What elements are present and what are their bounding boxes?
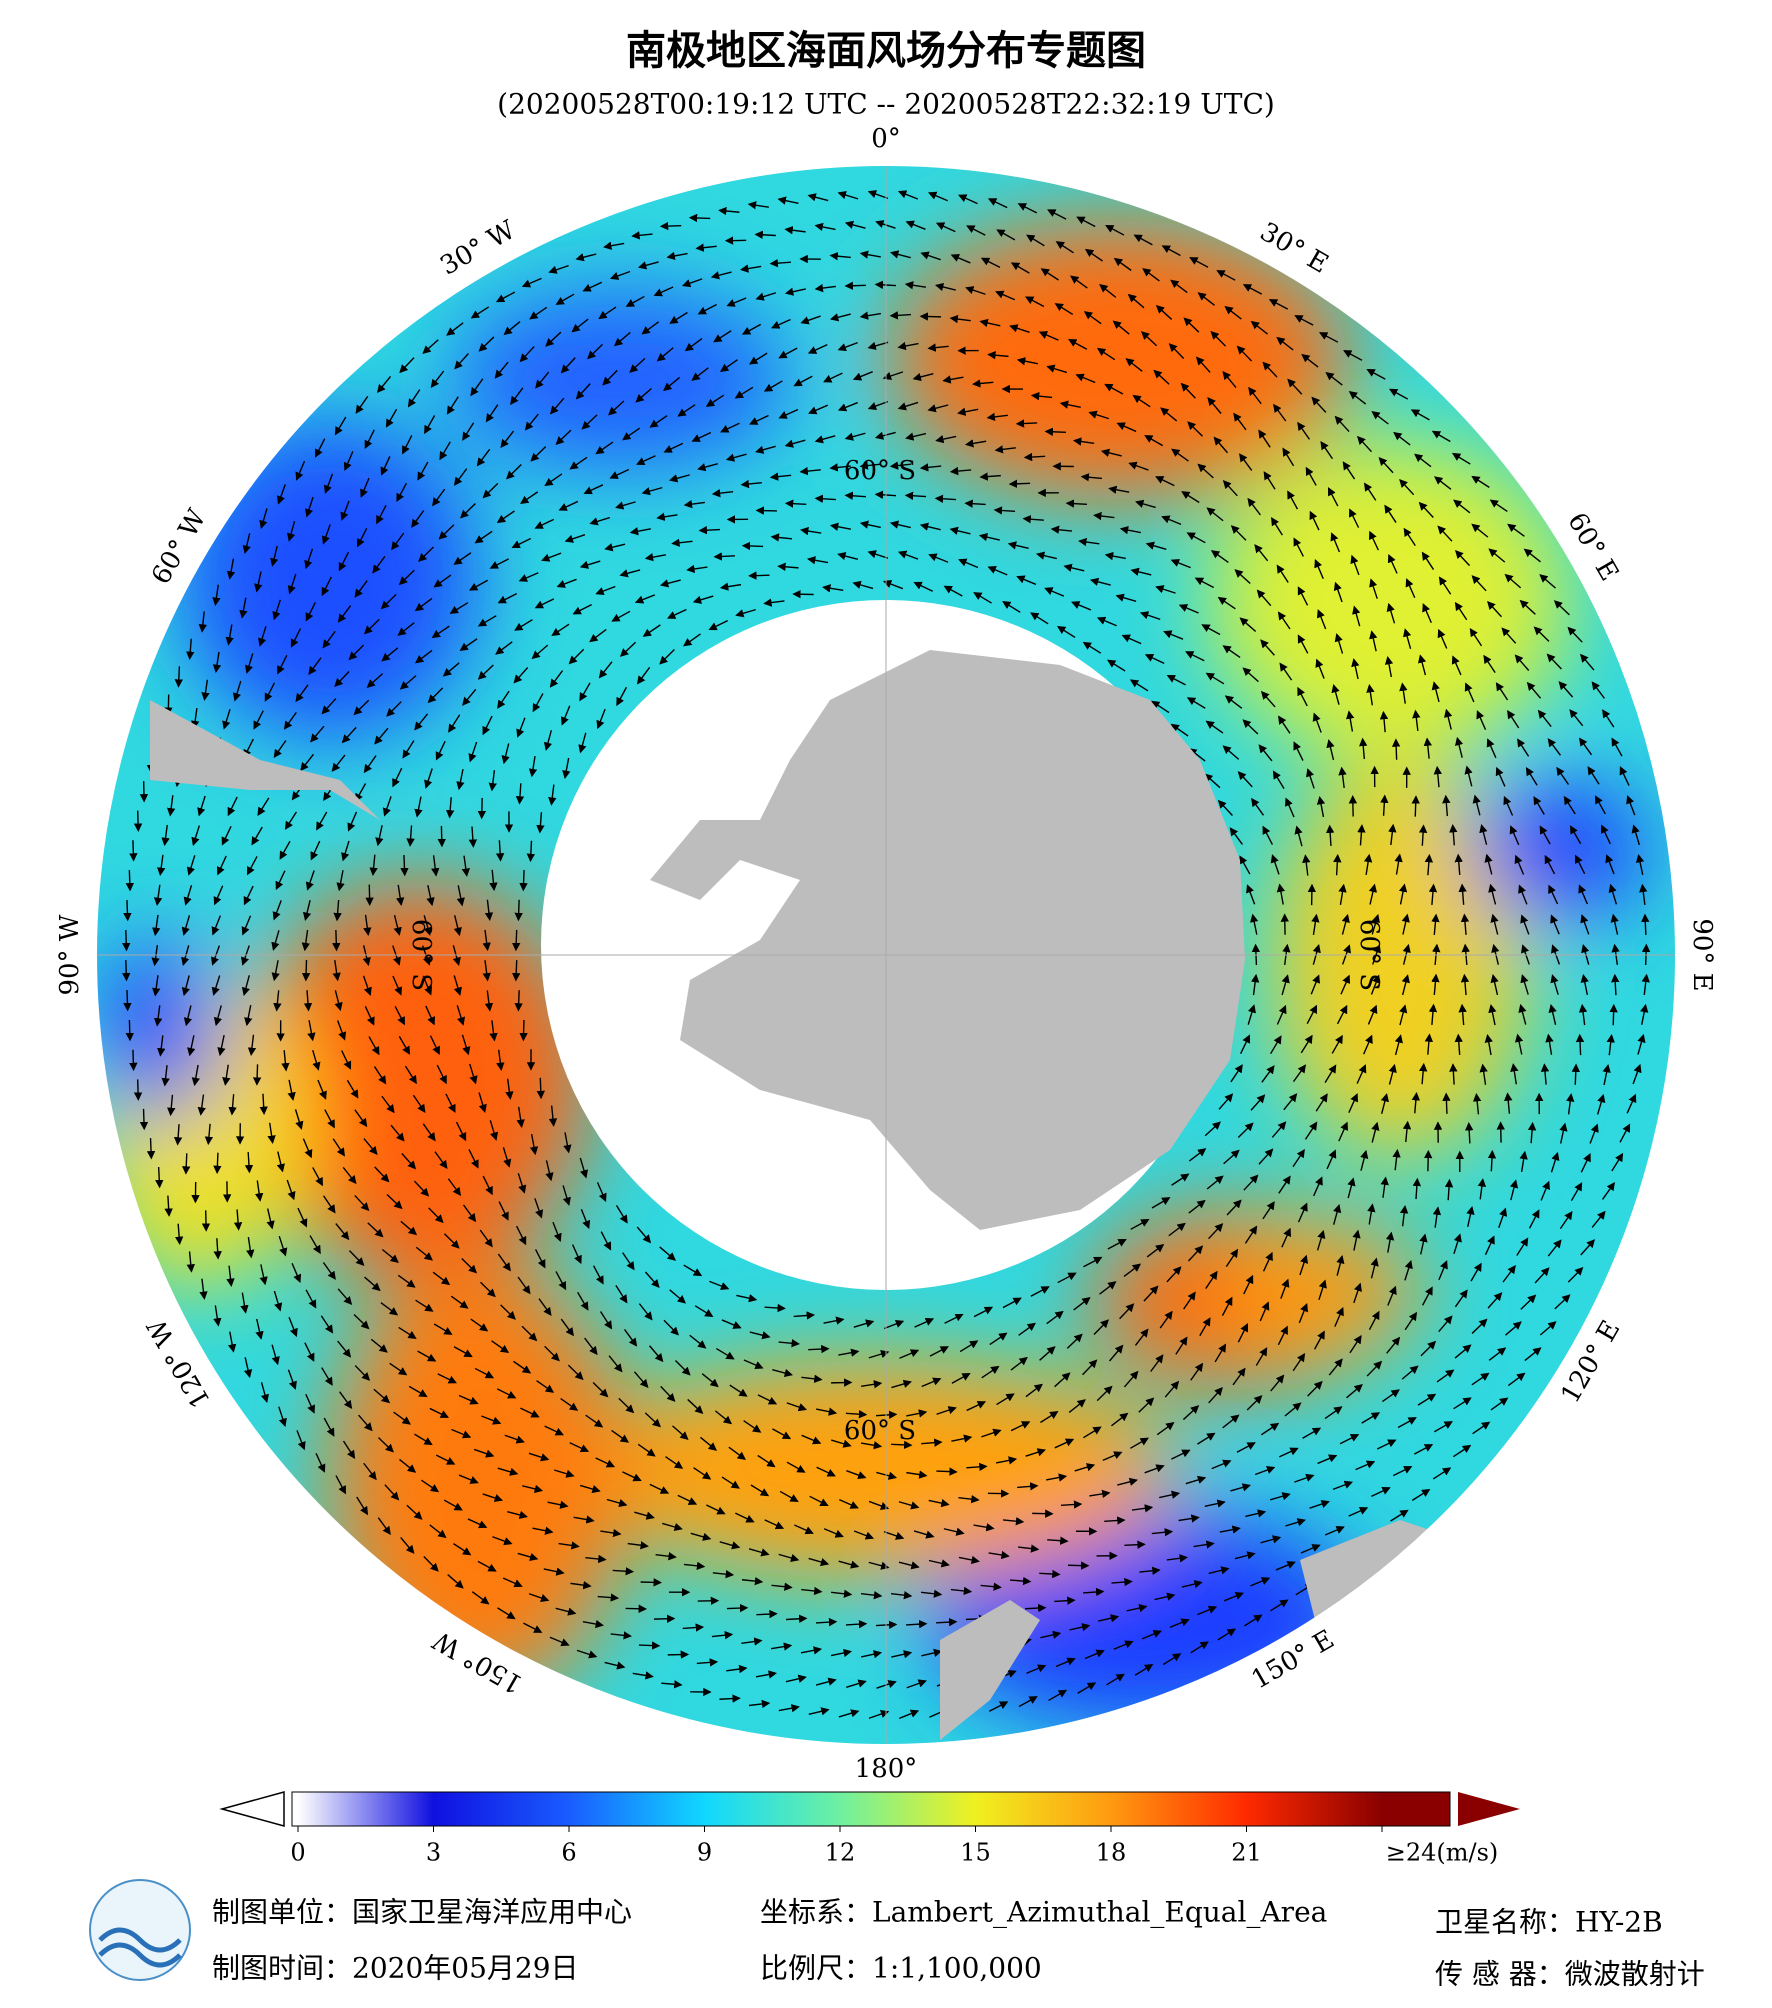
- footer-unit: 制图单位：国家卫星海洋应用中心: [212, 1896, 632, 1929]
- colorbar-tick-label: 12: [825, 1839, 856, 1867]
- colorbar-tick-label: 3: [426, 1839, 441, 1867]
- footer-sensor: 传 感 器：微波散射计: [1435, 1958, 1705, 1991]
- lon-label: 90° E: [1687, 918, 1717, 991]
- colorbar-high-arrow: [1458, 1792, 1520, 1826]
- footer-scale: 比例尺：1:1,100,000: [760, 1952, 1042, 1985]
- lon-label: 90° W: [55, 914, 85, 995]
- lat-label: 60° S: [844, 1416, 916, 1446]
- colorbar-low-arrow: [219, 1791, 285, 1827]
- colorbar-tick-label: ≥24(m/s): [1386, 1839, 1499, 1867]
- lat-label: 60° S: [406, 919, 436, 991]
- colorbar-tick-label: 15: [960, 1839, 991, 1867]
- footer-date: 制图时间：2020年05月29日: [212, 1952, 579, 1985]
- colorbar-tick-label: 9: [697, 1839, 712, 1867]
- lon-label: 180°: [855, 1754, 918, 1784]
- colorbar: 0 3 6 9 12 15 18 21 ≥24(m/s): [219, 1791, 1520, 1867]
- footer-satellite: 卫星名称：HY-2B: [1435, 1906, 1663, 1939]
- footer-crs: 坐标系：Lambert_Azimuthal_Equal_Area: [760, 1896, 1327, 1929]
- colorbar-tick-label: 0: [290, 1839, 305, 1867]
- lat-label: 60° S: [844, 456, 916, 486]
- lon-label: 0°: [871, 124, 901, 154]
- subtitle: (20200528T00:19:12 UTC -- 20200528T22:32…: [497, 88, 1275, 121]
- title: 南极地区海面风场分布专题图: [626, 27, 1146, 74]
- logo: [89, 1879, 191, 1981]
- colorbar-tick-label: 21: [1231, 1839, 1262, 1867]
- wind-field: [96, 165, 1676, 1745]
- lat-label: 60° S: [1354, 919, 1384, 991]
- colorbar-tick-label: 6: [561, 1839, 576, 1867]
- colorbar-tick-label: 18: [1096, 1839, 1127, 1867]
- colorbar-bar: [291, 1791, 1451, 1827]
